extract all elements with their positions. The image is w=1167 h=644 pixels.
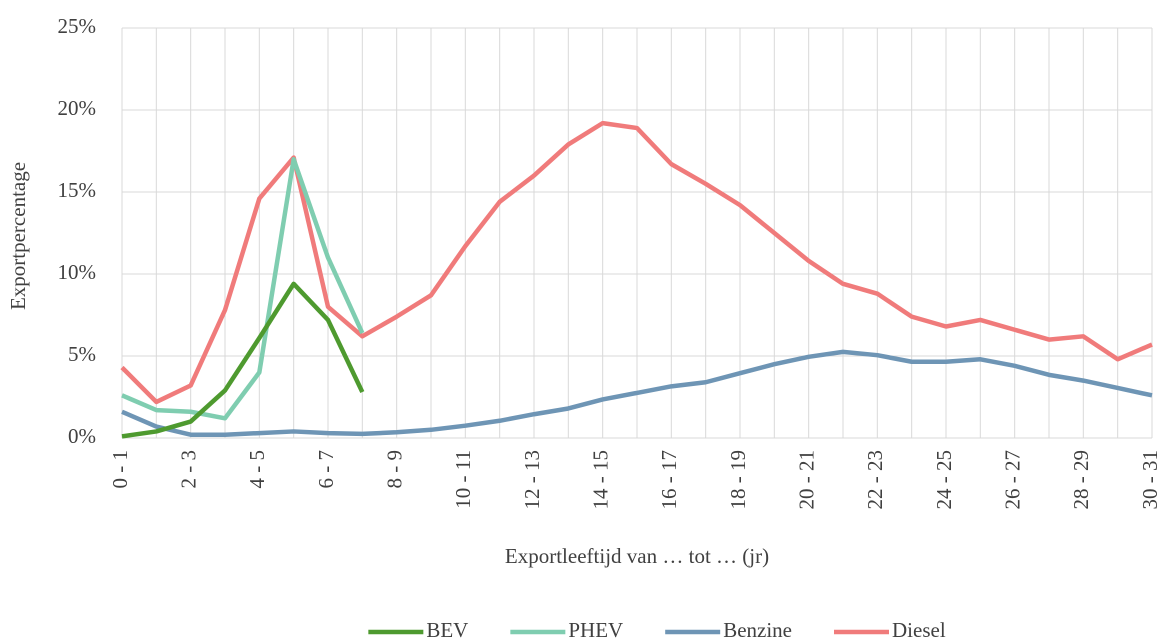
x-tick-label: 12 - 13: [520, 450, 544, 510]
x-tick-label: 8 - 9: [382, 450, 406, 489]
x-tick-label: 0 - 1: [108, 450, 132, 489]
x-tick-label: 20 - 21: [794, 450, 818, 510]
y-tick-label: 25%: [58, 14, 97, 38]
x-axis-label: Exportleeftijd van … tot … (jr): [505, 544, 769, 568]
x-tick-label: 2 - 3: [176, 450, 200, 489]
series-line: [121, 156, 365, 421]
y-tick-label: 10%: [58, 260, 97, 284]
legend-label: BEV: [426, 618, 468, 642]
y-tick-label: 0%: [68, 424, 96, 448]
y-tick-label: 20%: [58, 96, 97, 120]
x-tick-label: 6 - 7: [314, 450, 338, 489]
x-tick-label: 10 - 11: [451, 450, 475, 509]
x-tick-label: 26 - 27: [1000, 450, 1024, 510]
y-tick-label: 5%: [68, 342, 96, 366]
legend: BEV PHEV Benzine Diesel: [368, 618, 946, 642]
x-tick-label: 22 - 23: [863, 450, 887, 510]
legend-label: Diesel: [892, 618, 946, 642]
x-tick-label: 18 - 19: [726, 450, 750, 510]
x-tick-label: 28 - 29: [1069, 450, 1093, 510]
y-tick-label: 15%: [58, 178, 97, 202]
x-tick-label: 4 - 5: [245, 450, 269, 489]
series-line: [121, 281, 365, 439]
x-tick-label: 30 - 31: [1138, 450, 1162, 510]
series-line: [121, 349, 1153, 437]
x-tick-label: 24 - 25: [932, 450, 956, 510]
x-tick-label: 16 - 17: [657, 450, 681, 510]
x-tick-label: 14 - 15: [588, 450, 612, 510]
legend-label: Benzine: [723, 618, 792, 642]
y-axis-label: Exportpercentage: [6, 162, 30, 310]
legend-label: PHEV: [568, 618, 623, 642]
